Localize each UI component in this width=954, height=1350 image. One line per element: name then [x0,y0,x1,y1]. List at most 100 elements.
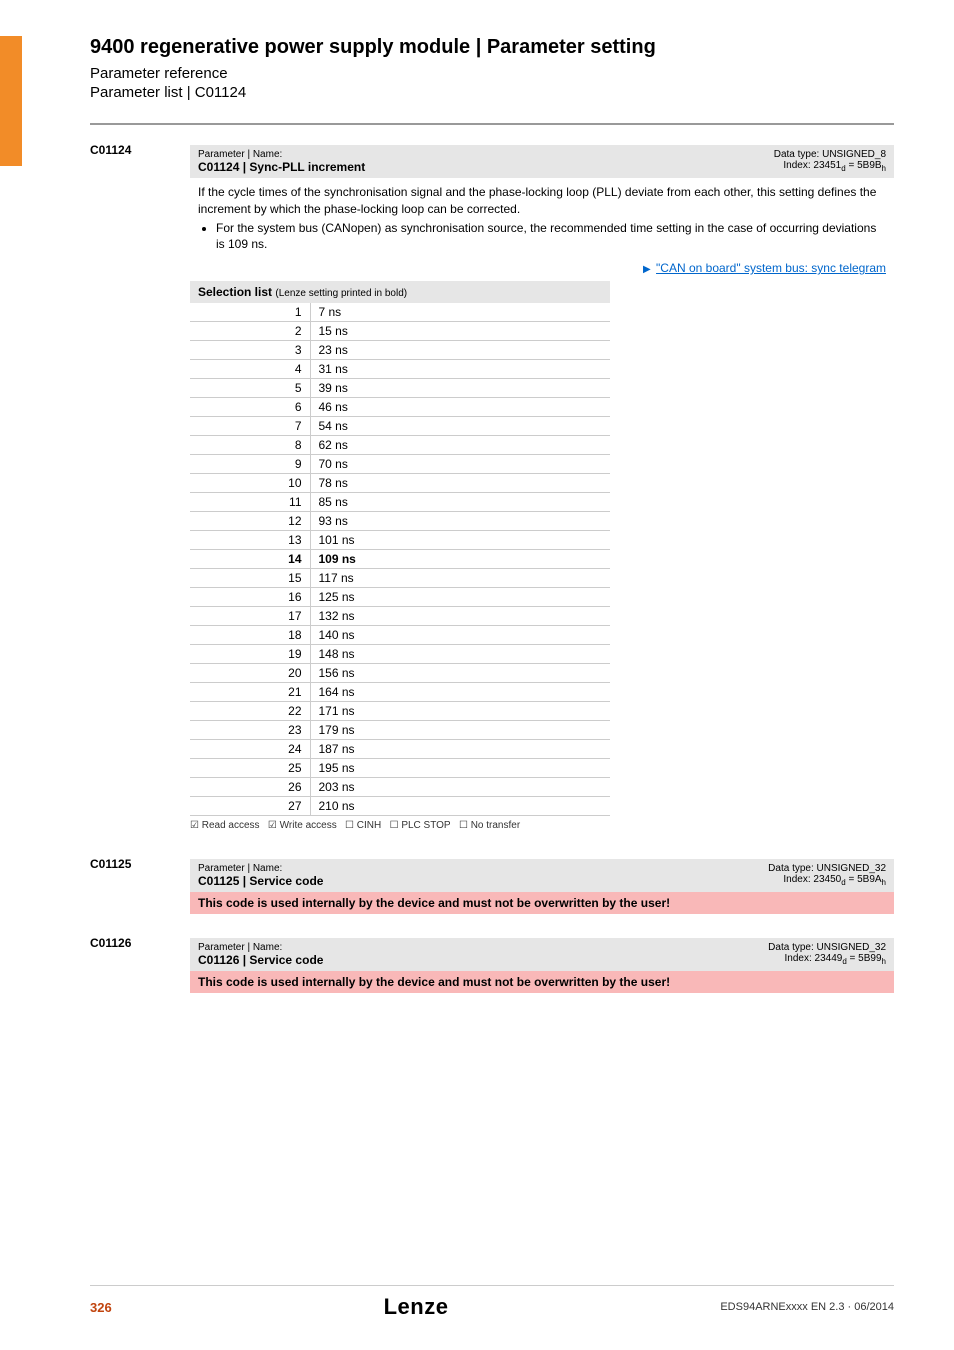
selection-row: 24187 ns [190,740,610,759]
footer-row: 326 Lenze EDS94ARNExxxx EN 2.3 · 06/2014 [90,1294,894,1320]
selection-key: 23 [190,721,310,740]
param-header-name: C01126 | Service code [198,953,323,967]
selection-key: 27 [190,797,310,816]
selection-row: 26203 ns [190,778,610,797]
selection-value: 78 ns [310,474,610,493]
selection-row: 21164 ns [190,683,610,702]
selection-value: 54 ns [310,417,610,436]
selection-value: 39 ns [310,379,610,398]
param-header-left: Parameter | Name: C01125 | Service code [198,863,323,888]
param-desc-bullet: For the system bus (CANopen) as synchron… [216,220,886,254]
selection-key: 13 [190,531,310,550]
param-header-left: Parameter | Name: C01124 | Sync-PLL incr… [198,149,365,174]
selection-value: 109 ns [310,550,610,569]
selection-key: 21 [190,683,310,702]
selection-value: 195 ns [310,759,610,778]
selection-key: 26 [190,778,310,797]
selection-key: 14 [190,550,310,569]
param-header-label: Parameter | Name: [198,863,323,874]
selection-row: 862 ns [190,436,610,455]
page-number: 326 [90,1300,112,1315]
selection-row: 18140 ns [190,626,610,645]
param-description: If the cycle times of the synchronisatio… [190,178,894,259]
access-row: ☑ Read access ☑ Write access ☐ CINH ☐ PL… [190,816,894,835]
selection-key: 20 [190,664,310,683]
selection-row: 215 ns [190,322,610,341]
selection-row: 22171 ns [190,702,610,721]
selection-row: 539 ns [190,379,610,398]
param-header-left: Parameter | Name: C01126 | Service code [198,942,323,967]
page-header: 9400 regenerative power supply module | … [0,0,954,123]
selection-value: 156 ns [310,664,610,683]
param-desc-main: If the cycle times of the synchronisatio… [198,185,876,216]
selection-key: 2 [190,322,310,341]
selection-key: 8 [190,436,310,455]
selection-row: 15117 ns [190,569,610,588]
selection-row: 16125 ns [190,588,610,607]
selection-value: 7 ns [310,303,610,322]
selection-table: 17 ns215 ns323 ns431 ns539 ns646 ns754 n… [190,303,610,816]
selection-row: 323 ns [190,341,610,360]
selection-value: 210 ns [310,797,610,816]
selection-key: 18 [190,626,310,645]
selection-key: 9 [190,455,310,474]
write-access: ☑ Write access [268,820,337,831]
selection-value: 101 ns [310,531,610,550]
accent-bar [0,36,22,166]
selection-value: 148 ns [310,645,610,664]
selection-key: 11 [190,493,310,512]
selection-value: 203 ns [310,778,610,797]
selection-row: 14109 ns [190,550,610,569]
sync-telegram-link[interactable]: "CAN on board" system bus: sync telegram [656,261,886,275]
selection-key: 19 [190,645,310,664]
document-id: EDS94ARNExxxx EN 2.3 · 06/2014 [720,1301,894,1313]
selection-key: 25 [190,759,310,778]
selection-value: 117 ns [310,569,610,588]
param-header-right: Data type: UNSIGNED_32 Index: 23449d = 5… [768,942,886,967]
param-header: Parameter | Name: C01125 | Service code … [190,859,894,892]
selection-key: 17 [190,607,310,626]
selection-value: 46 ns [310,398,610,417]
selection-value: 140 ns [310,626,610,645]
selection-key: 15 [190,569,310,588]
selection-key: 24 [190,740,310,759]
lenze-logo: Lenze [384,1294,449,1320]
warning-message: This code is used internally by the devi… [190,892,894,914]
param-index: Index: 23449d = 5B99h [768,953,886,966]
selection-key: 10 [190,474,310,493]
selection-row: 17132 ns [190,607,610,626]
warning-message: This code is used internally by the devi… [190,971,894,993]
page-title: 9400 regenerative power supply module | … [90,36,894,59]
selection-value: 179 ns [310,721,610,740]
param-header-right: Data type: UNSIGNED_32 Index: 23450d = 5… [768,863,886,888]
selection-list: Selection list (Lenze setting printed in… [190,281,610,816]
plcstop-access: ☐ PLC STOP [390,820,451,831]
param-index: Index: 23450d = 5B9Ah [768,874,886,887]
selection-key: 4 [190,360,310,379]
selection-key: 22 [190,702,310,721]
selection-value: 23 ns [310,341,610,360]
param-header: Parameter | Name: C01124 | Sync-PLL incr… [190,145,894,178]
selection-value: 15 ns [310,322,610,341]
selection-list-header: Selection list (Lenze setting printed in… [190,281,610,303]
selection-key: 5 [190,379,310,398]
param-header-name: C01124 | Sync-PLL increment [198,160,365,174]
selection-row: 23179 ns [190,721,610,740]
footer-divider [90,1285,894,1286]
param-header-label: Parameter | Name: [198,942,323,953]
selection-row: 1185 ns [190,493,610,512]
selection-value: 132 ns [310,607,610,626]
page-subsubtitle: Parameter list | C01124 [90,84,894,101]
selection-key: 7 [190,417,310,436]
param-data-type: Data type: UNSIGNED_8 [774,149,886,160]
param-index: Index: 23451d = 5B9Bh [774,160,886,173]
selection-row: 754 ns [190,417,610,436]
param-block-c01125: Parameter | Name: C01125 | Service code … [190,859,894,914]
selection-value: 85 ns [310,493,610,512]
content-area: C01124 Parameter | Name: C01124 | Sync-P… [0,125,954,993]
selection-key: 16 [190,588,310,607]
notransfer-access: ☐ No transfer [459,820,520,831]
param-block-c01124: Parameter | Name: C01124 | Sync-PLL incr… [190,145,894,835]
param-link-row: ▶ "CAN on board" system bus: sync telegr… [190,259,894,281]
selection-row: 19148 ns [190,645,610,664]
